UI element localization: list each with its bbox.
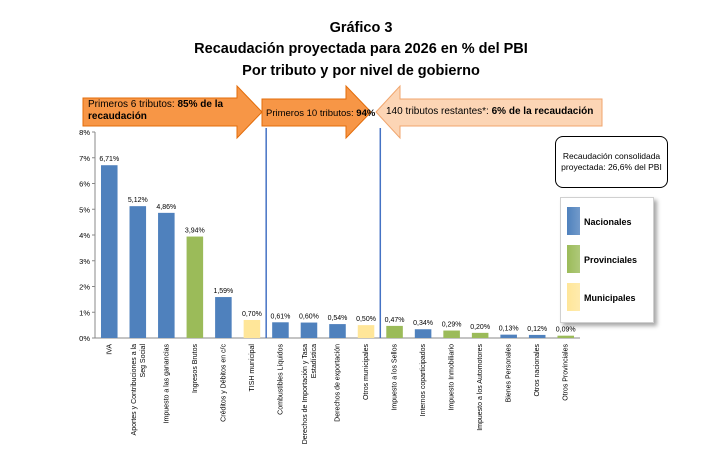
legend: Nacionales Provinciales Municipales: [560, 197, 654, 323]
bar-data-label: 0,54%: [328, 315, 348, 322]
bar: [414, 329, 432, 338]
y-tick-label: 8%: [79, 128, 90, 137]
bar: [215, 297, 232, 338]
bar-data-label: 0,12%: [527, 326, 547, 333]
y-tick-label: 3%: [79, 257, 90, 266]
bar: [528, 334, 546, 338]
legend-swatch-provinciales: [567, 245, 580, 273]
bar: [386, 325, 403, 338]
bar: [300, 322, 318, 338]
callout-first-6-prefix: Primeros 6 tributos:: [88, 99, 178, 110]
bar-data-label: 5,12%: [128, 197, 148, 204]
bar-data-label: 0,47%: [385, 317, 405, 324]
bar: [100, 165, 118, 338]
legend-swatch-nacionales: [567, 207, 580, 235]
bar: [243, 319, 261, 338]
x-category-label: Impuesto a las ganancias: [163, 344, 170, 424]
x-category-label: Derechos de Importación y Tasa Estadístic…: [302, 344, 318, 444]
bar: [557, 335, 575, 338]
bar-data-label: 3,94%: [185, 228, 205, 235]
bar-data-label: 6,71%: [99, 156, 119, 163]
bar-data-label: 0,60%: [299, 314, 319, 321]
summary-box: Recaudación consolidada proyectada: 26,6…: [555, 136, 668, 188]
bar: [357, 325, 375, 338]
bar-data-label: 0,09%: [556, 327, 576, 334]
y-tick-label: 2%: [79, 283, 90, 292]
bar-data-label: 0,29%: [442, 322, 462, 329]
bar-data-label: 0,50%: [356, 316, 376, 323]
bar: [329, 324, 346, 338]
bar-data-label: 0,13%: [499, 326, 519, 333]
callout-arrow-2: [261, 84, 372, 140]
x-category-label: Internos coparticipados: [420, 344, 427, 417]
x-category-label: TISH municipal: [249, 344, 256, 392]
x-category-label: IVA: [106, 344, 113, 355]
x-category-label: Aportes y Contribuciones a la Seg Social: [131, 344, 147, 436]
y-tick-label: 6%: [79, 180, 90, 189]
bar: [272, 322, 289, 338]
x-category-label: Combustibles Líquidos: [277, 344, 284, 415]
bar: [129, 206, 147, 338]
bar: [443, 330, 460, 338]
bar: [471, 332, 489, 338]
x-category-label: Otros Provinciales: [563, 344, 570, 401]
chart-title-line1: Gráfico 3: [329, 20, 393, 36]
x-category-label: Ingresos Brutos: [192, 344, 199, 394]
callout-first-10-emphasis: 94%: [356, 108, 376, 119]
callout-first-6: Primeros 6 tributos: 85% de la recaudaci…: [88, 99, 238, 123]
bar-data-label: 0,34%: [413, 320, 433, 327]
bar-data-label: 0,61%: [271, 313, 291, 320]
summary-text: Recaudación consolidada proyectada: 26,6…: [561, 151, 662, 172]
legend-label-provinciales: Provinciales: [584, 255, 638, 265]
y-tick-label: 0%: [79, 334, 90, 343]
y-tick-label: 7%: [79, 154, 90, 163]
x-category-label: Impuesto Inmobiliario: [449, 344, 456, 411]
x-category-label: Bienes Personales: [506, 344, 513, 403]
callout-first-10: Primeros 10 tributos: 94%: [266, 108, 376, 120]
bar: [158, 212, 175, 338]
legend-label-nacionales: Nacionales: [584, 217, 632, 227]
x-category-label: Otros nacionales: [534, 344, 541, 397]
x-category-label: Impuesto a los Automotores: [477, 344, 484, 431]
bar-data-label: 0,70%: [242, 311, 262, 318]
callout-remaining-prefix: 140 tributos restantes*:: [386, 106, 492, 117]
legend-label-municipales: Municipales: [584, 293, 636, 303]
bar-data-label: 1,59%: [213, 288, 233, 295]
chart-title-line3: Por tributo y por nivel de gobierno: [242, 63, 480, 79]
y-tick-label: 5%: [79, 205, 90, 214]
callout-first-6-emphasis: 85% de la recaudación: [88, 99, 224, 122]
legend-swatch-municipales: [567, 283, 580, 311]
chart-title-line2: Recaudación proyectada para 2026 en % de…: [194, 41, 528, 57]
callout-first-10-prefix: Primeros 10 tributos:: [266, 108, 357, 119]
x-category-label: Impuesto a los Sellos: [392, 344, 399, 411]
callout-remaining: 140 tributos restantes*: 6% de la recaud…: [386, 106, 601, 118]
bar: [186, 236, 204, 338]
y-tick-label: 4%: [79, 231, 90, 240]
bar-data-label: 0,20%: [470, 324, 490, 331]
y-tick-label: 1%: [79, 308, 90, 317]
callout-arrow-3: [375, 84, 603, 140]
callout-arrow-1: [82, 84, 263, 140]
x-category-label: Otros municipales: [363, 344, 370, 401]
x-category-label: Créditos y Débitos en c/c: [220, 344, 227, 422]
callout-remaining-emphasis: 6% de la recaudación: [491, 106, 594, 117]
bar: [500, 334, 517, 338]
x-category-label: Derechos de exportación: [335, 344, 342, 422]
bar-data-label: 4,86%: [156, 204, 176, 211]
